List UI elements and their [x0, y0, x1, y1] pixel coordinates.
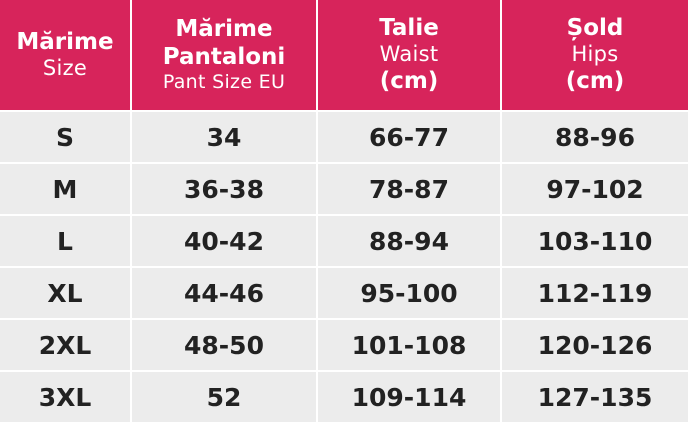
table-cell: 95-100	[318, 268, 500, 318]
header-text: Pant Size EU	[162, 71, 286, 94]
table-cell: 78-87	[318, 164, 500, 214]
header-cell: Mărime Pantaloni Pant Size EU	[132, 0, 316, 110]
table-cell: 127-135	[502, 372, 688, 422]
header-text: Mărime	[175, 16, 273, 42]
header-text: Size	[42, 56, 88, 81]
table-cell: S	[0, 112, 130, 162]
table-cell: 112-119	[502, 268, 688, 318]
header-text: Waist	[379, 42, 439, 67]
header-text: Șold	[566, 14, 624, 41]
header-cell: Talie Waist (cm)	[318, 0, 500, 110]
table-cell: 103-110	[502, 216, 688, 266]
header-text: Pantaloni	[162, 43, 286, 70]
table-cell: 34	[132, 112, 316, 162]
table-cell: 44-46	[132, 268, 316, 318]
table-cell: 120-126	[502, 320, 688, 370]
header-text: Hips	[571, 42, 619, 67]
table-cell: 109-114	[318, 372, 500, 422]
table-cell: 3XL	[0, 372, 130, 422]
table-cell: M	[0, 164, 130, 214]
table-cell: L	[0, 216, 130, 266]
table-cell: 48-50	[132, 320, 316, 370]
table-cell: 66-77	[318, 112, 500, 162]
table-cell: 97-102	[502, 164, 688, 214]
header-text: Mărime	[16, 28, 114, 55]
header-cell: Mărime Size	[0, 0, 130, 110]
header-text: (cm)	[379, 67, 439, 94]
header-text: Talie	[379, 14, 439, 41]
table-cell: 101-108	[318, 320, 500, 370]
header-cell: Șold Hips (cm)	[502, 0, 688, 110]
table-cell: 52	[132, 372, 316, 422]
table-cell: 88-94	[318, 216, 500, 266]
table-cell: 40-42	[132, 216, 316, 266]
table-cell: 88-96	[502, 112, 688, 162]
header-text: (cm)	[565, 67, 625, 94]
table-cell: 2XL	[0, 320, 130, 370]
table-cell: 36-38	[132, 164, 316, 214]
table-cell: XL	[0, 268, 130, 318]
